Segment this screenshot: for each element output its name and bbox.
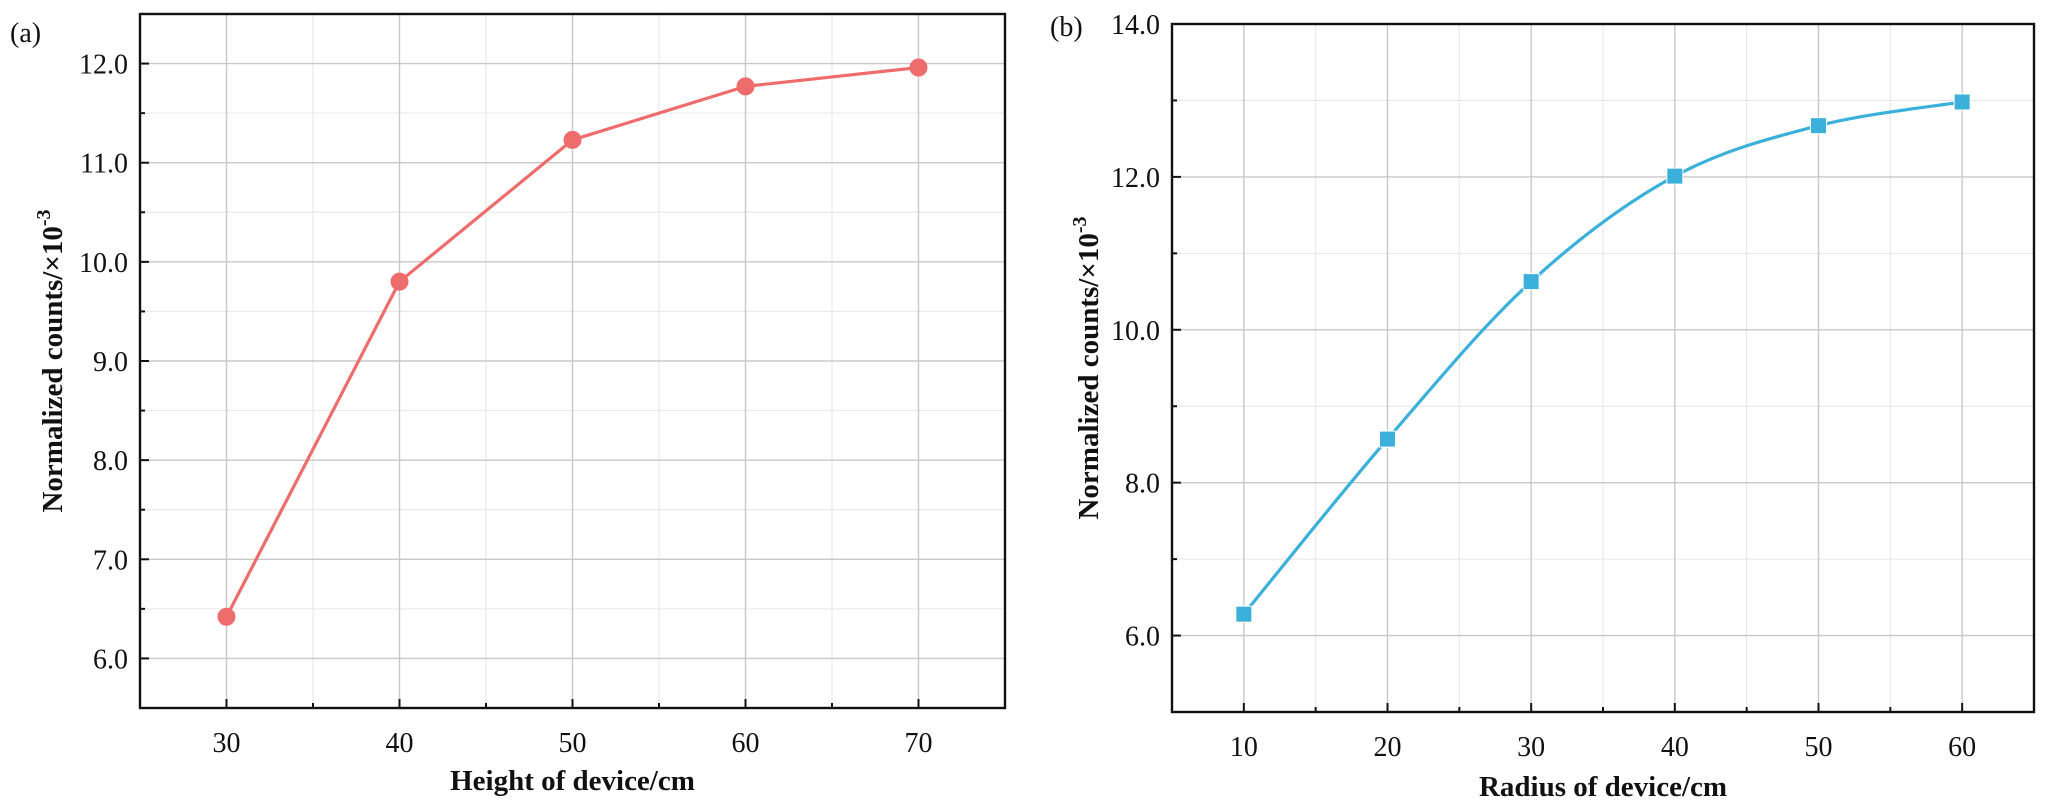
x-tick-label: 40 bbox=[386, 728, 414, 759]
y-tick-label: 11.0 bbox=[80, 149, 128, 180]
x-tick-label: 40 bbox=[1661, 732, 1689, 763]
y-axis-title: Normalized counts/×10-3 bbox=[33, 209, 69, 512]
x-tick-label: 60 bbox=[732, 728, 760, 759]
y-tick-label: 10.0 bbox=[79, 248, 128, 279]
x-tick-label: 70 bbox=[905, 728, 933, 759]
y-tick-label: 14.0 bbox=[1111, 10, 1160, 41]
y-axis-title-exponent: -3 bbox=[1069, 216, 1091, 233]
y-tick-label: 12.0 bbox=[1111, 163, 1160, 194]
data-point bbox=[909, 58, 928, 77]
y-tick-label: 12.0 bbox=[79, 50, 128, 81]
y-axis-title: Normalized counts/×10-3 bbox=[1069, 216, 1105, 519]
x-tick-label: 60 bbox=[1948, 732, 1976, 763]
panel-label: (b) bbox=[1050, 12, 1083, 43]
data-point bbox=[563, 130, 582, 149]
data-point bbox=[217, 607, 236, 626]
y-tick-label: 8.0 bbox=[93, 446, 128, 477]
y-tick-label: 6.0 bbox=[1125, 622, 1160, 653]
data-point bbox=[1235, 605, 1253, 623]
x-tick-label: 50 bbox=[559, 728, 587, 759]
y-axis-title-exponent: -3 bbox=[33, 209, 55, 226]
chart-panel-b: 10 20 30 40 50 60 6.0 8.0 10.0 12.0 14.0 Radius of … bbox=[1050, 10, 2036, 803]
y-tick-label: 8.0 bbox=[1125, 469, 1160, 500]
data-point bbox=[1379, 430, 1396, 448]
data-point bbox=[390, 272, 409, 291]
x-tick-label: 50 bbox=[1805, 732, 1833, 763]
y-tick-label: 10.0 bbox=[1111, 316, 1160, 347]
x-tick-label: 20 bbox=[1374, 732, 1402, 763]
x-axis-title: Height of device/cm bbox=[450, 765, 695, 797]
data-point bbox=[1522, 273, 1540, 291]
chart-panel-a: 30 40 50 60 70 6.0 7.0 8.0 9.0 10.0 11.0 12.0 Height… bbox=[10, 12, 1007, 797]
x-tick-label: 10 bbox=[1230, 732, 1258, 763]
y-tick-label: 6.0 bbox=[93, 644, 128, 675]
data-point bbox=[1953, 93, 1971, 111]
data-point bbox=[736, 77, 755, 96]
data-point bbox=[1666, 167, 1684, 185]
y-tick-label: 9.0 bbox=[93, 347, 128, 378]
x-tick-label: 30 bbox=[213, 728, 241, 759]
data-point bbox=[1810, 117, 1827, 135]
panel-label: (a) bbox=[10, 18, 41, 49]
y-tick-label: 7.0 bbox=[93, 545, 128, 576]
x-tick-label: 30 bbox=[1517, 732, 1545, 763]
y-axis-title-main: Normalized counts/×10 bbox=[37, 226, 69, 512]
x-axis-title: Radius of device/cm bbox=[1479, 771, 1727, 803]
y-axis-title-main: Normalized counts/×10 bbox=[1073, 233, 1105, 519]
